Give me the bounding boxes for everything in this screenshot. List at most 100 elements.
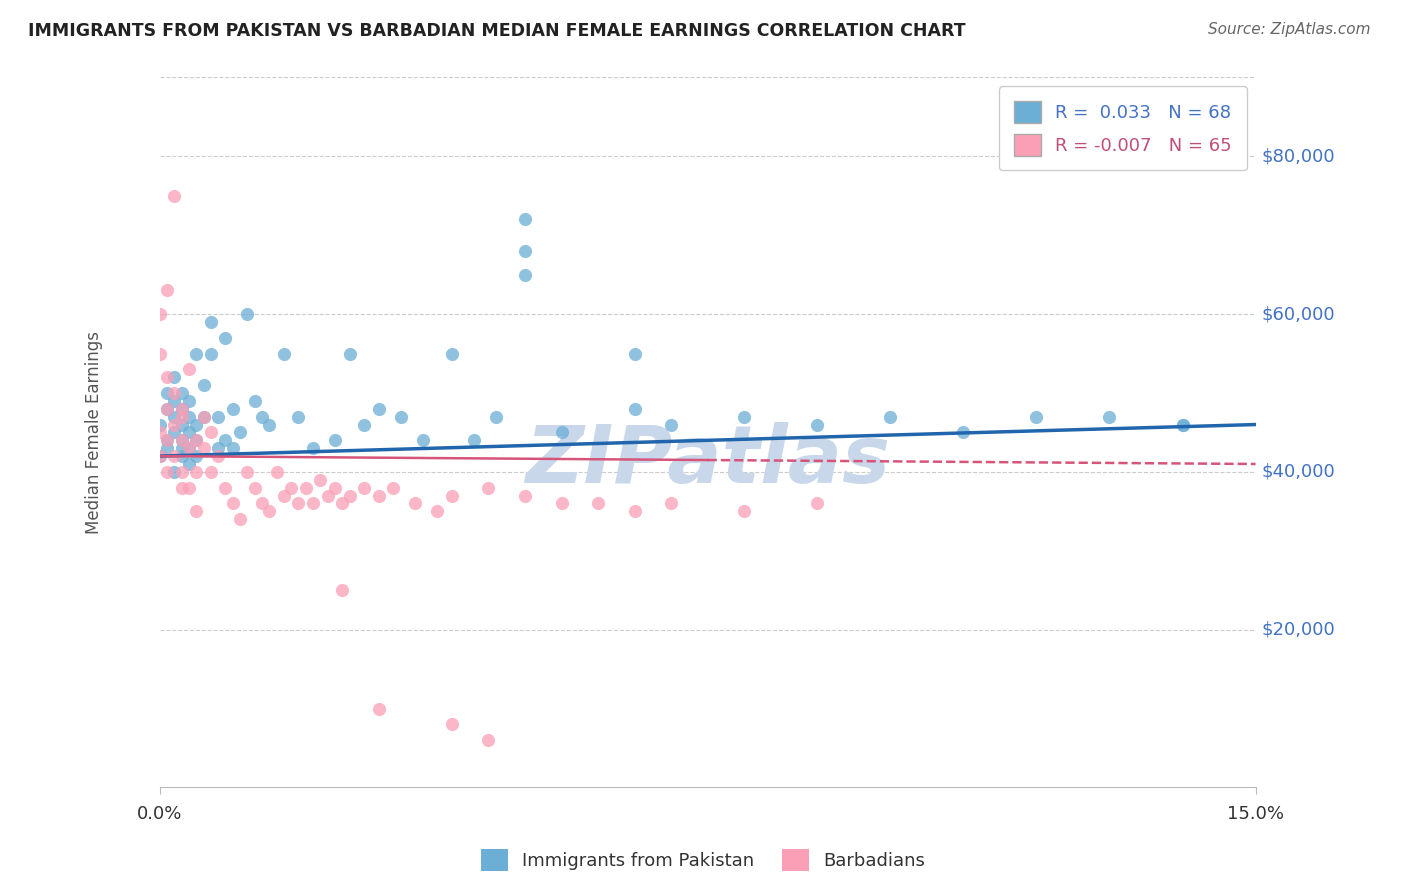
Point	[623, 346, 645, 360]
Point	[149, 449, 172, 463]
Point	[186, 346, 208, 360]
Point	[170, 434, 193, 448]
Point	[229, 425, 252, 440]
Point	[186, 465, 208, 479]
Point	[316, 489, 339, 503]
Point	[273, 489, 295, 503]
Point	[1025, 409, 1047, 424]
Point	[156, 465, 179, 479]
Point	[426, 504, 449, 518]
Point	[353, 481, 375, 495]
Point	[339, 346, 361, 360]
Point	[163, 465, 186, 479]
Point	[513, 212, 536, 227]
Point	[177, 457, 200, 471]
Point	[170, 465, 193, 479]
Point	[404, 496, 426, 510]
Point	[163, 386, 186, 401]
Point	[550, 496, 572, 510]
Point	[170, 409, 193, 424]
Point	[177, 425, 200, 440]
Point	[382, 481, 405, 495]
Point	[294, 481, 316, 495]
Point	[170, 401, 193, 416]
Point	[229, 512, 252, 526]
Point	[323, 481, 346, 495]
Point	[149, 425, 172, 440]
Point	[193, 409, 215, 424]
Point	[170, 401, 193, 416]
Legend: R =  0.033   N = 68, R = -0.007   N = 65: R = 0.033 N = 68, R = -0.007 N = 65	[1000, 87, 1247, 170]
Point	[170, 417, 193, 432]
Point	[412, 434, 434, 448]
Point	[170, 441, 193, 455]
Point	[156, 441, 179, 455]
Point	[156, 284, 179, 298]
Point	[156, 370, 179, 384]
Point	[200, 346, 222, 360]
Point	[177, 441, 200, 455]
Point	[200, 465, 222, 479]
Point	[389, 409, 412, 424]
Point	[214, 331, 236, 345]
Point	[309, 473, 332, 487]
Text: $20,000: $20,000	[1261, 621, 1334, 639]
Point	[177, 393, 200, 408]
Point	[266, 465, 288, 479]
Point	[485, 409, 508, 424]
Point	[243, 481, 266, 495]
Point	[367, 489, 389, 503]
Point	[586, 496, 609, 510]
Point	[193, 441, 215, 455]
Point	[207, 449, 229, 463]
Point	[163, 188, 186, 202]
Point	[339, 489, 361, 503]
Point	[186, 417, 208, 432]
Point	[186, 434, 208, 448]
Point	[163, 409, 186, 424]
Point	[177, 362, 200, 376]
Point	[330, 583, 353, 598]
Point	[440, 346, 463, 360]
Point	[952, 425, 974, 440]
Point	[163, 370, 186, 384]
Text: $60,000: $60,000	[1261, 305, 1334, 323]
Point	[163, 449, 186, 463]
Point	[259, 504, 281, 518]
Point	[222, 441, 245, 455]
Point	[170, 449, 193, 463]
Point	[477, 733, 499, 747]
Point	[156, 401, 179, 416]
Point	[477, 481, 499, 495]
Point	[806, 417, 828, 432]
Point	[186, 449, 208, 463]
Point	[170, 386, 193, 401]
Point	[513, 244, 536, 258]
Point	[200, 315, 222, 329]
Point	[259, 417, 281, 432]
Point	[440, 489, 463, 503]
Text: $80,000: $80,000	[1261, 147, 1334, 165]
Point	[250, 409, 273, 424]
Point	[733, 504, 755, 518]
Point	[170, 434, 193, 448]
Point	[177, 481, 200, 495]
Point	[250, 496, 273, 510]
Point	[367, 701, 389, 715]
Point	[222, 401, 245, 416]
Point	[156, 401, 179, 416]
Point	[177, 409, 200, 424]
Point	[623, 401, 645, 416]
Point	[353, 417, 375, 432]
Text: $40,000: $40,000	[1261, 463, 1334, 481]
Point	[243, 393, 266, 408]
Point	[550, 425, 572, 440]
Point	[214, 481, 236, 495]
Point	[149, 417, 172, 432]
Point	[733, 409, 755, 424]
Point	[323, 434, 346, 448]
Point	[163, 417, 186, 432]
Point	[1171, 417, 1194, 432]
Point	[207, 441, 229, 455]
Point	[177, 441, 200, 455]
